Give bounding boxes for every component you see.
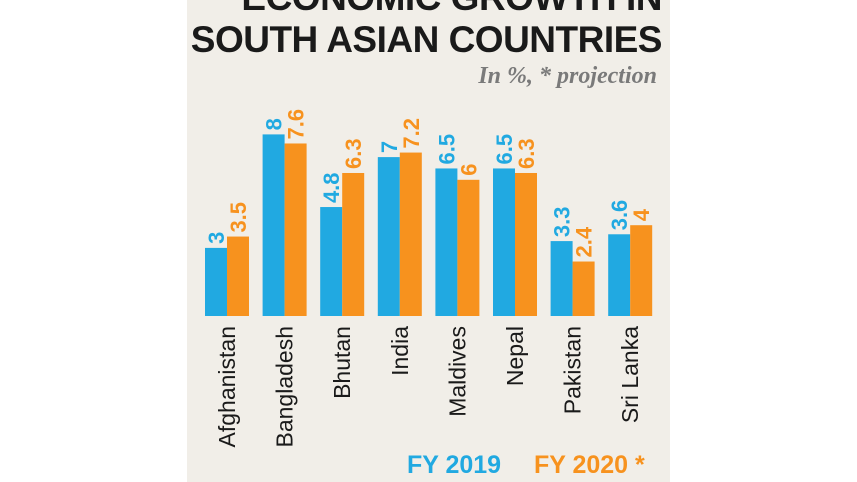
bar-pakistan-series-0 [550,241,573,316]
category-label-bangladesh: Bangladesh [272,326,298,448]
data-label-bhutan-series-0: 4.8 [319,172,344,203]
bar-bangladesh-series-1 [284,143,307,316]
data-label-india-series-0: 7 [377,141,402,153]
data-label-maldives-series-0: 6.5 [434,134,459,165]
data-label-india-series-1: 7.2 [399,118,424,149]
data-label-nepal-series-1: 6.3 [514,138,539,169]
data-label-maldives-series-1: 6 [456,164,481,176]
bar-sri-lanka-series-1 [630,225,653,316]
bar-bhutan-series-1 [342,172,365,316]
data-label-pakistan-series-1: 2.4 [572,226,597,257]
chart-title-line-2: SOUTH ASIAN COUNTRIES [190,19,663,60]
data-label-bangladesh-series-1: 7.6 [284,109,309,140]
category-label-afghanistan: Afghanistan [214,326,240,447]
bar-bhutan-series-0 [320,207,343,316]
category-label-pakistan: Pakistan [560,326,586,414]
category-label-nepal: Nepal [502,326,528,386]
bar-sri-lanka-series-0 [608,234,631,316]
bar-india-series-0 [377,157,400,316]
data-label-pakistan-series-0: 3.3 [550,206,575,237]
bar-afghanistan-series-1 [227,236,249,316]
chart-panel: ECONOMIC GROWTH IN SOUTH ASIAN COUNTRIES… [187,0,670,482]
bar-india-series-1 [399,152,422,316]
data-label-afghanistan-series-1: 3.5 [226,202,251,233]
data-label-bhutan-series-1: 6.3 [341,138,366,169]
chart-title-line-1: ECONOMIC GROWTH IN [187,0,662,18]
legend-fy2019: FY 2019 [407,451,502,479]
data-label-sri-lanka-series-0: 3.6 [607,200,632,231]
category-label-india: India [387,326,413,376]
data-label-sri-lanka-series-1: 4 [629,208,654,221]
data-label-afghanistan-series-0: 3 [204,232,229,244]
data-label-nepal-series-0: 6.5 [492,134,517,165]
bar-pakistan-series-1 [572,261,595,316]
category-label-maldives: Maldives [444,326,470,417]
bar-nepal-series-1 [515,172,537,316]
bar-nepal-series-0 [493,168,515,316]
chart-subtitle: In %, * projection [478,63,657,89]
legend-fy2020: FY 2020 * [534,451,645,479]
bar-maldives-series-0 [435,168,458,316]
bar-afghanistan-series-0 [205,247,227,316]
bar-bangladesh-series-0 [262,134,285,316]
bar-chart: 33.5 Afghanistan 87.6 Bangladesh 4.8 6.3 Bhuta… [204,109,654,448]
data-label-bangladesh-series-0: 8 [262,118,287,130]
category-label-sri-lanka: Sri Lanka [617,326,643,423]
category-label-bhutan: Bhutan [329,326,355,399]
bar-maldives-series-1 [457,179,480,316]
